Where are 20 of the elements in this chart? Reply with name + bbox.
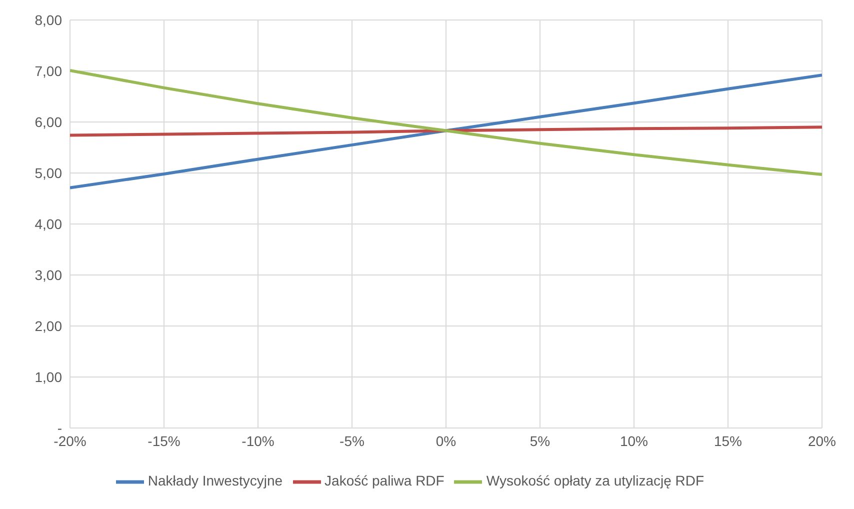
y-tick-label: 2,00 [34,318,62,334]
legend-label: Nakłady Inwestycyjne [148,472,283,489]
x-tick-label: -15% [148,432,180,449]
x-tick-label: 0% [436,432,456,449]
y-tick-label: 8,00 [34,12,62,28]
y-tick-label: 3,00 [34,266,62,283]
x-tick-label: -10% [242,432,274,449]
x-tick-label: 20% [808,432,836,449]
x-tick-label: 5% [530,432,550,449]
legend-label: Jakość paliwa RDF [324,472,444,489]
x-tick-label: 10% [620,432,648,449]
x-tick-label: -5% [340,432,364,449]
x-tick-label: 15% [714,432,742,449]
y-tick-label: 7,00 [34,62,62,79]
legend-label: Wysokość opłaty za utylizację RDF [486,472,704,489]
y-tick-label: 4,00 [34,216,62,232]
y-tick-label: 5,00 [34,164,62,181]
y-tick-label: 1,00 [34,368,62,385]
line-series [70,126,822,137]
y-tick-label: 6,00 [34,114,62,130]
